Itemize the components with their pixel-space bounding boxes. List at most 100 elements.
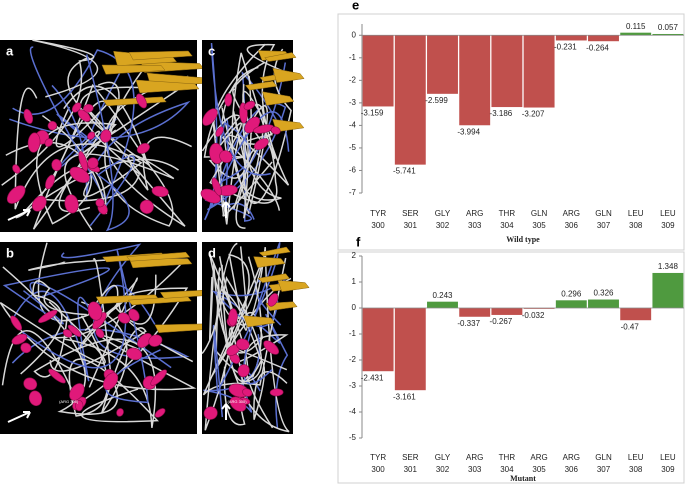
bar [459,308,491,317]
coil [84,75,189,227]
beta-sheet [101,64,166,75]
beta-sheet [272,67,305,83]
x-tick-label-line: SER [402,209,419,218]
alpha-helix [139,199,154,214]
x-tick-label-line: 304 [500,465,514,474]
alpha-helix [67,324,82,337]
value-label: 0.243 [432,291,453,300]
value-label: -3.994 [457,127,480,136]
alpha-helix [137,333,153,348]
coil [212,43,273,217]
bar [652,33,684,36]
y-tick-label: -5 [349,433,357,442]
panel-label: a [6,43,14,58]
bar [652,272,684,308]
beta-sheet [126,251,191,262]
bar [427,35,458,94]
alpha-helix [87,131,96,140]
alpha-helix [151,185,169,197]
bar [555,35,587,41]
alpha-helix [269,388,284,397]
x-tick-label-line: THR [499,209,516,218]
x-tick-label-line: 308 [629,465,643,474]
x-tick-label: TYR 300 [370,453,386,474]
alpha-helix [237,364,250,378]
x-tick-label-line: TYR [370,453,386,462]
alpha-helix [64,194,79,214]
protein-image: a [0,39,211,232]
beta-sheet [128,50,193,61]
alpha-helix [38,309,58,323]
bar [362,308,394,372]
alpha-helix [148,334,163,347]
alpha-helix [87,157,99,169]
x-axis-title: Wild type [506,235,540,244]
x-tick-label-line: LEU [660,453,676,462]
alpha-helix [83,104,94,113]
y-tick-label: -2 [349,75,357,84]
x-tick-label: LEU 308 [628,453,644,474]
value-label: 0.326 [593,289,614,298]
value-label: -2.431 [361,373,384,382]
x-tick-label-line: 300 [371,465,385,474]
panel-annotation: (ARG 305) [227,399,247,404]
y-tick-label: 1 [352,277,357,286]
coil [2,267,172,369]
alpha-helix [150,369,167,386]
alpha-helix [136,143,150,154]
beta-sheet [243,315,276,328]
beta-sheet [253,256,286,268]
coil [204,42,290,221]
alpha-helix [12,164,21,174]
alpha-helix [215,126,224,137]
alpha-helix [6,185,26,204]
x-tick-label-line: 301 [404,221,418,230]
coil [63,64,174,227]
alpha-helix [87,301,103,321]
coil [33,316,157,429]
x-tick-label-line: 307 [597,465,611,474]
y-tick-label: 0 [352,303,357,312]
x-tick-label-line: ARG [563,209,580,218]
x-tick-label-line: 302 [436,221,450,230]
chart-frame [337,251,685,484]
alpha-helix [45,174,55,190]
x-tick-label-line: ARG [530,453,547,462]
alpha-helix [78,151,88,172]
alpha-helix [100,129,112,143]
y-tick-label: -5 [349,143,357,152]
value-label: -0.231 [554,43,577,52]
bar [459,35,491,126]
alpha-helix [229,396,247,412]
x-tick-label-line: GLY [435,209,451,218]
coil [204,242,261,431]
alpha-helix [77,109,91,122]
y-tick-label: -6 [349,166,357,175]
bar [491,308,523,315]
alpha-helix [219,150,233,164]
x-tick-label-line: TYR [370,209,386,218]
beta-sheet [257,273,291,283]
x-tick-label: ARG 305 [530,453,547,474]
bar [620,32,652,36]
alpha-helix [51,158,62,172]
x-tick-label-line: LEU [660,209,676,218]
alpha-helix [75,400,84,412]
arrow [221,403,231,420]
x-tick-label: THR 304 [499,209,516,230]
value-label: 0.115 [626,22,646,31]
beta-sheet [262,91,295,106]
bar [394,35,426,165]
arrow [7,209,31,221]
alpha-helix [44,138,53,147]
value-label: -0.032 [522,311,545,320]
value-label: -0.337 [457,319,480,328]
coil [45,86,179,202]
y-tick-label: -7 [349,188,357,197]
x-tick-label-line: 301 [404,465,418,474]
alpha-helix [126,347,143,361]
beta-sheet [264,52,297,62]
x-tick-label: GLN 307 [595,453,612,474]
bar [555,300,587,308]
